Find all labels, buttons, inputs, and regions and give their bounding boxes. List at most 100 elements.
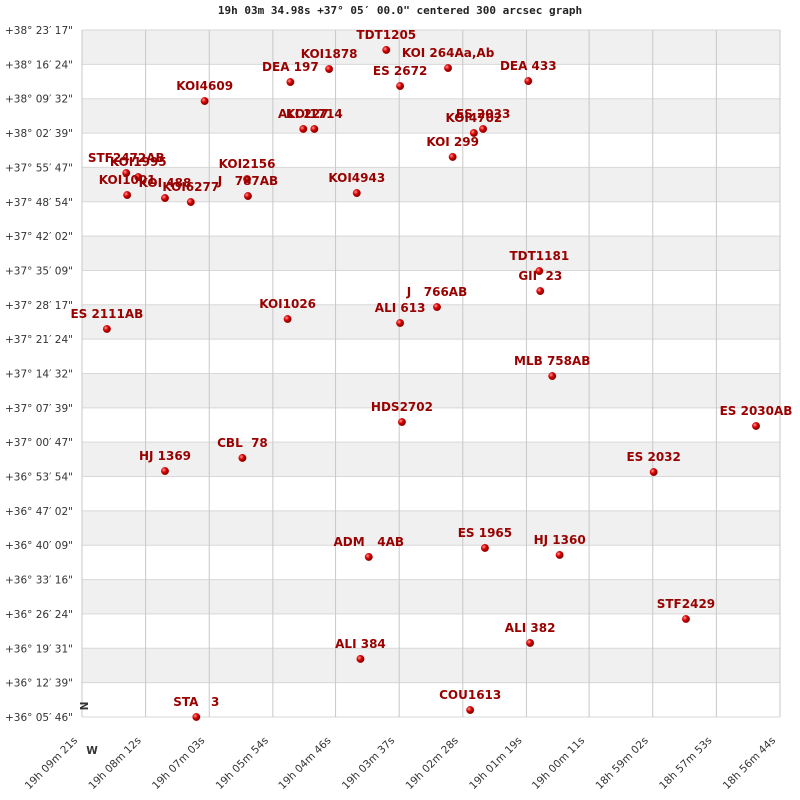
star — [396, 319, 405, 327]
star-label: STA 3 — [173, 695, 219, 709]
star-label: ADM 4AB — [334, 535, 405, 549]
star-label: ES 2111AB — [70, 307, 143, 321]
star-label: KOI4943 — [328, 171, 385, 185]
star-label: TDT1181 — [509, 249, 569, 263]
star-label: KOI6277 — [162, 180, 219, 194]
star-label: ALI 384 — [335, 637, 386, 651]
star — [134, 173, 143, 181]
x-tick-label: 18h 59m 02s — [594, 735, 651, 792]
y-tick-label: +36° 40′ 09" — [5, 540, 73, 552]
x-tick-label: 18h 56m 44s — [721, 735, 778, 792]
star — [244, 192, 252, 200]
star — [752, 422, 760, 430]
star-label: STF2472AB — [88, 151, 165, 165]
compass-north: N — [79, 702, 91, 711]
star-label: KOI1878 — [301, 47, 358, 61]
star — [238, 454, 247, 462]
y-tick-label: +36° 53′ 54" — [5, 472, 73, 484]
y-tick-label: +37° 28′ 17" — [5, 300, 73, 312]
y-tick-label: +36° 26′ 24" — [5, 609, 73, 621]
row-band — [82, 304, 780, 340]
star — [526, 639, 535, 647]
star — [396, 82, 405, 90]
star-label: KOI1714 — [286, 107, 343, 121]
star-label: TDT1205 — [356, 28, 416, 42]
star-label: KOI1026 — [259, 297, 316, 311]
star — [123, 191, 132, 199]
y-tick-label: +37° 07′ 39" — [5, 403, 73, 415]
star-label: DEA 197 — [262, 60, 319, 74]
star — [433, 303, 441, 311]
y-tick-label: +37° 42′ 02" — [5, 231, 73, 243]
star — [536, 287, 545, 295]
y-tick-label: +37° 55′ 47" — [5, 162, 73, 174]
star-label: HJ 1360 — [534, 533, 586, 547]
star-label: CBL 78 — [217, 436, 268, 450]
star-label: HJ 1369 — [139, 449, 191, 463]
star — [310, 125, 319, 133]
star-label: KOI1001 — [99, 173, 156, 187]
star-label: MLB 758AB — [514, 354, 590, 368]
y-tick-label: +36° 47′ 02" — [5, 506, 73, 518]
y-tick-label: +37° 35′ 09" — [5, 265, 73, 277]
star — [382, 46, 391, 54]
star — [524, 77, 533, 85]
y-tick-label: +37° 48′ 54" — [5, 197, 73, 209]
star — [681, 615, 690, 623]
row-band — [82, 98, 780, 134]
star-label: ES 2032 — [626, 450, 680, 464]
row-band — [82, 167, 780, 202]
x-tick-label: 19h 05m 54s — [214, 735, 271, 792]
star-label: GII 23 — [518, 269, 562, 283]
y-tick-label: +37° 14′ 32" — [5, 368, 73, 380]
star — [186, 198, 195, 206]
star — [102, 325, 111, 333]
star-label: DEA 433 — [500, 59, 557, 73]
star — [286, 78, 295, 86]
star-label: ALI 613 — [375, 301, 426, 315]
star — [448, 153, 457, 161]
star — [444, 64, 453, 73]
star-label: ES 2033 — [456, 107, 510, 121]
star — [479, 125, 488, 133]
star — [200, 97, 209, 105]
row-band — [82, 510, 780, 546]
star — [649, 468, 658, 476]
star-label: HDS2702 — [371, 400, 433, 414]
star-label: COU1613 — [439, 688, 501, 702]
y-tick-label: +38° 02′ 39" — [5, 128, 73, 140]
star — [283, 315, 292, 323]
star — [122, 169, 131, 177]
row-band — [82, 442, 780, 477]
row-band — [82, 373, 780, 408]
compass-west: W — [86, 745, 98, 757]
star-label: KOI 299 — [426, 135, 479, 149]
star — [466, 706, 475, 714]
star — [192, 713, 201, 721]
row-band — [82, 579, 780, 614]
x-tick-label: 19h 08m 12s — [86, 735, 143, 792]
star-label: ES 1965 — [458, 526, 512, 540]
star — [356, 655, 365, 663]
star — [398, 418, 406, 426]
row-band — [82, 648, 780, 683]
x-tick-label: 18h 57m 53s — [657, 735, 714, 792]
x-tick-label: 19h 00m 11s — [530, 735, 587, 792]
star-label: J 766AB — [406, 285, 467, 299]
star — [352, 189, 361, 197]
star-label: KOI2156 — [219, 157, 276, 171]
star — [548, 372, 557, 380]
star-label: KOI 264Aa,Ab — [402, 46, 495, 60]
y-tick-label: +37° 21′ 24" — [5, 334, 73, 346]
y-tick-label: +38° 16′ 24" — [5, 59, 73, 71]
star-label: KOI4702 — [445, 111, 502, 125]
y-tick-label: +38° 23′ 17" — [5, 25, 73, 37]
y-tick-label: +36° 19′ 31" — [5, 643, 73, 655]
y-tick-label: +36° 33′ 16" — [5, 575, 73, 587]
y-tick-label: +37° 00′ 47" — [5, 437, 73, 449]
star-label: ES 2030AB — [720, 404, 793, 418]
x-tick-label: 19h 04m 46s — [276, 735, 333, 792]
y-tick-label: +36° 05′ 46" — [5, 712, 73, 724]
star — [555, 551, 564, 559]
